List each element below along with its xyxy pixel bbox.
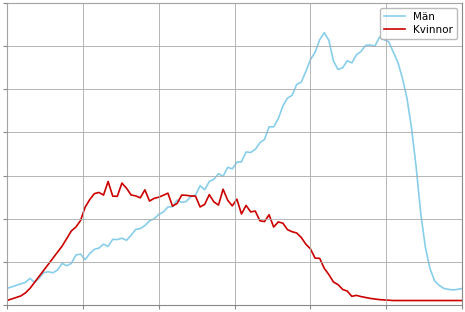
Män — [427, 267, 433, 271]
Män — [450, 288, 456, 292]
Män — [275, 117, 281, 120]
Män — [92, 247, 97, 251]
Kvinnor — [441, 299, 446, 302]
Kvinnor — [459, 299, 465, 302]
Legend: Män, Kvinnor: Män, Kvinnor — [379, 8, 457, 39]
Män — [459, 286, 465, 290]
Kvinnor — [114, 194, 120, 198]
Män — [239, 160, 244, 164]
Line: Kvinnor: Kvinnor — [7, 182, 462, 300]
Män — [110, 237, 115, 241]
Kvinnor — [427, 299, 433, 302]
Män — [321, 31, 327, 35]
Line: Män: Män — [7, 33, 462, 290]
Män — [4, 286, 10, 290]
Kvinnor — [106, 180, 111, 183]
Kvinnor — [4, 299, 10, 302]
Kvinnor — [243, 203, 249, 207]
Män — [441, 286, 446, 290]
Kvinnor — [280, 221, 286, 225]
Kvinnor — [92, 192, 97, 196]
